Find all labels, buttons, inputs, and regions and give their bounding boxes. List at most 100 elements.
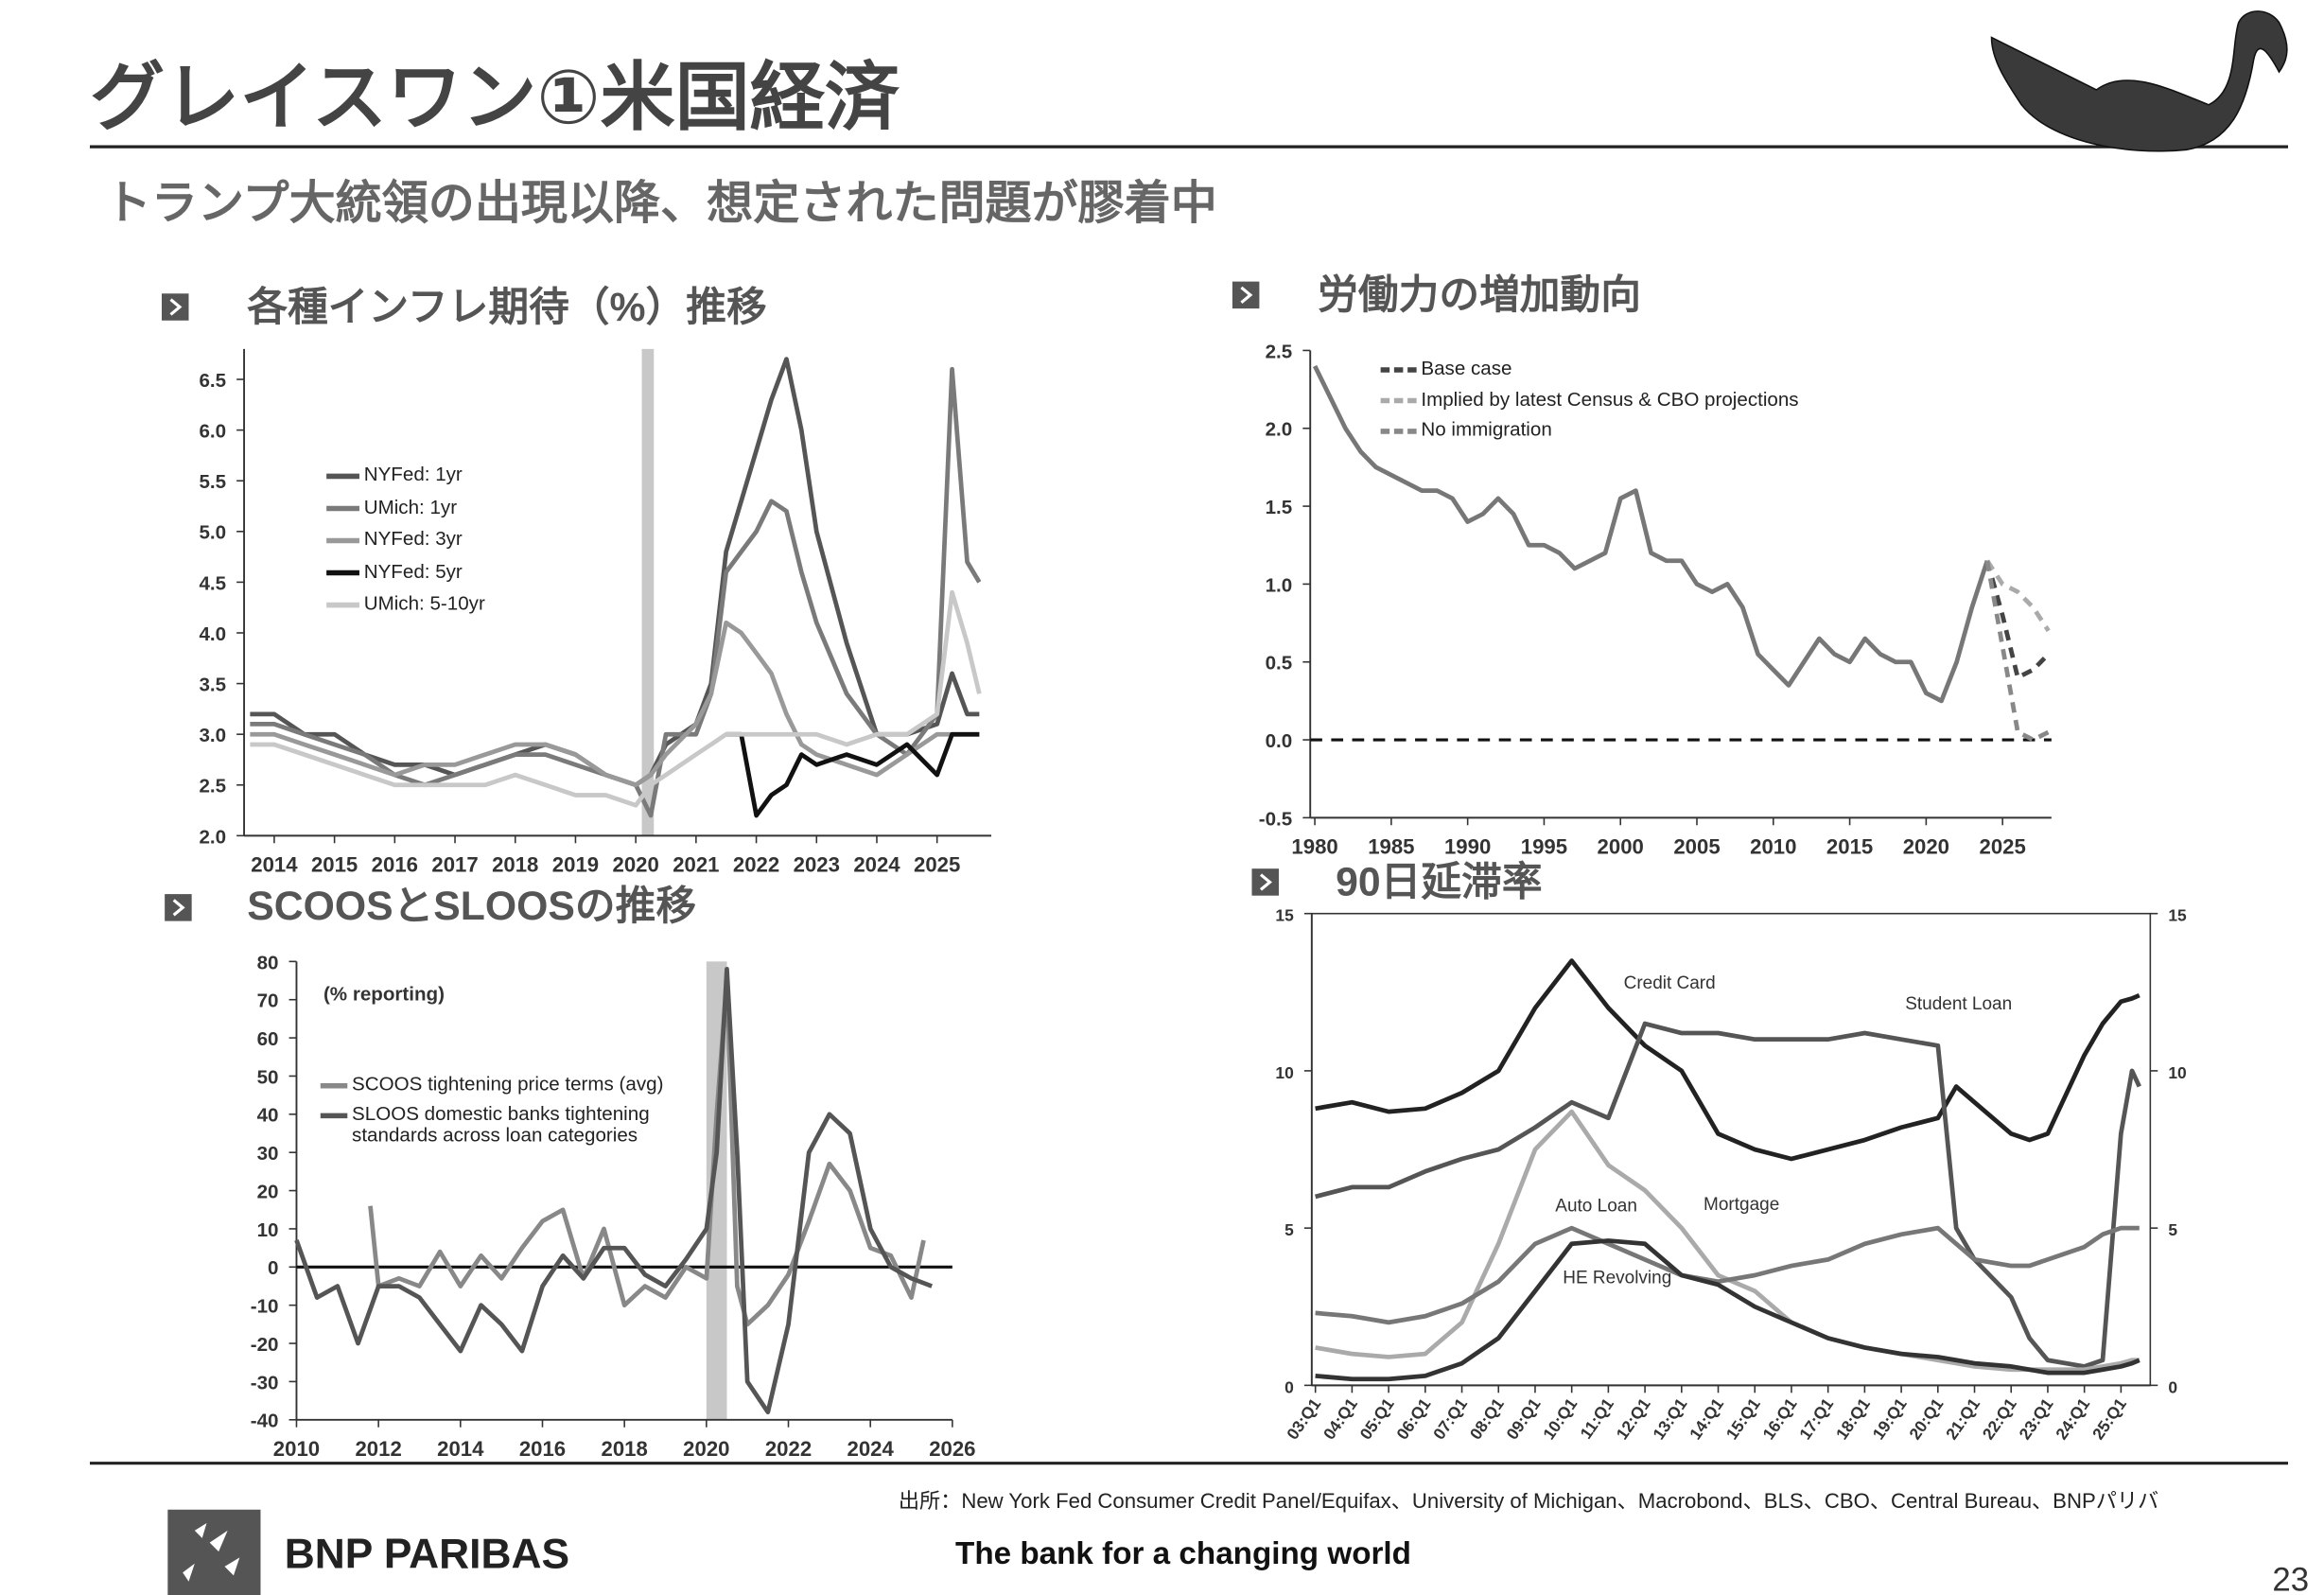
x-tick-label: 24:Q1 [2052, 1394, 2093, 1443]
y2-tick-label: 0 [2168, 1377, 2177, 1396]
legend-label-box: Implied by latest Census & CBO projectio… [1421, 389, 1798, 409]
x-tick-label: 07:Q1 [1429, 1394, 1471, 1443]
series-line [250, 589, 982, 808]
x-tick-label: 2020 [613, 852, 659, 876]
y2-tick-label: 10 [2168, 1063, 2186, 1082]
legend-label: NYFed: 3yr [363, 528, 463, 550]
legend-label-box: Base case [1421, 358, 1512, 379]
y-tick-label: 50 [257, 1066, 279, 1088]
annotation: (% reporting) [323, 984, 445, 1006]
x-tick-label: 20:Q1 [1905, 1394, 1947, 1443]
legend-label-box: NYFed: 5yr [363, 560, 463, 583]
x-tick-label: 2018 [492, 852, 538, 876]
legend-label-box: NYFed: 1yr [364, 464, 463, 484]
section-icon [161, 293, 189, 321]
x-tick-label: 19:Q1 [1869, 1394, 1911, 1443]
section-icon [165, 894, 192, 921]
x-tick-label: 2016 [372, 852, 418, 876]
x-tick-label: 11:Q1 [1576, 1394, 1617, 1443]
y-tick-label: -10 [251, 1296, 279, 1318]
x-tick-label: 2020 [683, 1437, 729, 1461]
y-tick-label: -0.5 [1259, 808, 1292, 830]
x-tick-label: 2014 [251, 852, 298, 876]
page-title: グレイスワン①米国経済 [90, 55, 900, 139]
x-tick-label: 03:Q1 [1283, 1394, 1324, 1443]
x-tick-label: 2025 [1980, 834, 2026, 858]
x-tick-label: 2024 [847, 1437, 895, 1461]
x-tick-label: 15:Q1 [1722, 1394, 1764, 1443]
source-note: 出所：New York Fed Consumer Credit Panel/Eq… [899, 1489, 2158, 1513]
series-line [1315, 1109, 2140, 1373]
x-tick-label: 14:Q1 [1686, 1394, 1727, 1443]
legend-label: UMich: 5-10yr [363, 592, 485, 615]
y-tick-label: 20 [257, 1181, 279, 1202]
x-tick-label: 08:Q1 [1466, 1394, 1508, 1443]
x-tick-label: 2022 [765, 1437, 812, 1461]
x-tick-label: 10:Q1 [1539, 1394, 1581, 1443]
y-tick-label: 6.0 [199, 421, 226, 443]
legend-label-box: UMich: 1yr [363, 496, 458, 517]
x-tick-label: 12:Q1 [1613, 1394, 1654, 1443]
x-tick-label: 2019 [552, 852, 599, 876]
x-tick-label: 2014 [437, 1437, 484, 1461]
y-tick-label: 10 [257, 1219, 279, 1241]
shaded-period [641, 348, 655, 836]
x-tick-label: 22:Q1 [1979, 1394, 2020, 1443]
series-line [1984, 559, 2051, 633]
series-line [1984, 560, 2050, 743]
x-tick-label: 23:Q1 [2015, 1394, 2056, 1443]
logo-text: BNP PARIBAS [285, 1532, 569, 1578]
y2-tick-label: 15 [2168, 906, 2187, 925]
x-tick-label: 18:Q1 [1832, 1394, 1874, 1443]
y-tick-label: -40 [251, 1411, 279, 1432]
y-tick-label: -20 [251, 1334, 279, 1356]
x-tick-label: 2010 [273, 1437, 320, 1461]
y-tick-label: 0 [268, 1257, 278, 1279]
legend-label-box: SCOOS tightening price terms (avg) [352, 1074, 664, 1095]
x-tick-label: 1995 [1521, 834, 1567, 858]
legend-label: UMich: 1yr [363, 496, 458, 517]
series-label: Credit Card [1624, 973, 1716, 993]
y-tick-label: 6.5 [199, 370, 226, 392]
series-line [250, 620, 980, 788]
subtitle: トランプ大統領の出現以降、想定された問題が膠着中 [105, 177, 1217, 229]
y-tick-label: 2.0 [1266, 419, 1293, 441]
series-line [725, 731, 980, 818]
legend-label: NYFed: 5yr [363, 560, 463, 583]
series-label: Auto Loan [1555, 1197, 1637, 1217]
section-icon-arrow [1259, 873, 1272, 891]
x-tick-label: 2010 [1750, 834, 1796, 858]
y-tick-label: -30 [251, 1372, 279, 1393]
y-tick-label: 0.5 [1266, 653, 1293, 675]
y-tick-label: 2.5 [199, 776, 226, 798]
x-tick-label: 2005 [1673, 834, 1720, 858]
y-tick-label: 4.5 [199, 572, 226, 594]
x-tick-label: 2023 [794, 852, 840, 876]
series-line [1984, 560, 2051, 680]
x-tick-label: 17:Q1 [1795, 1394, 1837, 1443]
tagline: The bank for a changing world [955, 1536, 1411, 1571]
x-tick-label: 2000 [1598, 834, 1644, 858]
legend-label: Base case [1421, 358, 1512, 379]
x-tick-label: 2018 [602, 1437, 648, 1461]
series-label: HE Revolving [1563, 1269, 1671, 1288]
y-tick-label: 1.0 [1266, 574, 1293, 596]
legend-label-box: No immigration [1421, 419, 1551, 439]
y-tick-label: 40 [257, 1105, 279, 1127]
y-tick-label: 15 [1275, 906, 1294, 925]
legend-label-box: UMich: 5-10yr [363, 592, 485, 615]
series-label: Student Loan [1905, 994, 2012, 1014]
y-tick-label: 4.0 [199, 623, 226, 645]
chart-title: 各種インフレ期待（%）推移 [247, 285, 767, 330]
legend-label: SCOOS tightening price terms (avg) [352, 1074, 664, 1095]
series-label: Mortgage [1704, 1195, 1779, 1215]
x-tick-label: 2020 [1903, 834, 1949, 858]
section-icon [1232, 281, 1260, 309]
x-tick-label: 2025 [914, 852, 960, 876]
series-line [368, 978, 926, 1327]
chart-title: SCOOSとSLOOSの推移 [247, 884, 696, 929]
x-tick-label: 2021 [673, 852, 719, 876]
x-tick-label: 16:Q1 [1758, 1394, 1800, 1443]
y-tick-label: 5.0 [199, 522, 226, 544]
